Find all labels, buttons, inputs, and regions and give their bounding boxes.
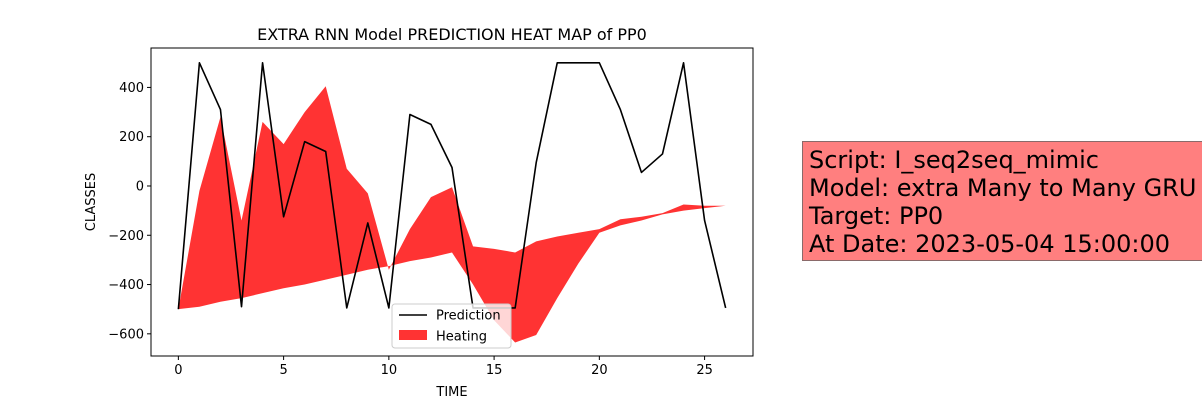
y-tick-label: 200 [119, 130, 144, 145]
heating-area [178, 86, 726, 343]
legend-heating-swatch [399, 330, 427, 340]
x-tick-label: 25 [696, 363, 713, 378]
info-target: Target: PP0 [809, 202, 944, 230]
chart-title: EXTRA RNN Model PREDICTION HEAT MAP of P… [257, 25, 647, 44]
info-script: Script: I_seq2seq_mimic [809, 146, 1099, 174]
chart: 0 5 10 15 20 25 −600 −400 −200 0 200 400 EXTRA RNN M… [84, 25, 754, 400]
legend-prediction-label: Prediction [436, 309, 501, 324]
y-tick-label: −400 [108, 278, 144, 293]
y-tick-label: −200 [108, 229, 144, 244]
y-tick-label: −600 [108, 327, 144, 342]
info-model: Model: extra Many to Many GRU [809, 174, 1197, 202]
x-tick-label: 5 [279, 363, 287, 378]
info-date: At Date: 2023-05-04 15:00:00 [809, 230, 1171, 258]
legend-heating-label: Heating [436, 330, 487, 345]
x-axis-label: TIME [435, 385, 467, 400]
y-axis-label: CLASSES [84, 173, 99, 231]
y-tick-label: 400 [119, 81, 144, 96]
info-box: Script: I_seq2seq_mimic Model: extra Man… [802, 141, 1202, 261]
plot-frame [150, 47, 754, 357]
x-tick-label: 15 [486, 363, 503, 378]
x-tick-label: 0 [174, 363, 182, 378]
x-tick-label: 20 [591, 363, 608, 378]
y-tick-label: 0 [136, 179, 144, 194]
x-tick-label: 10 [381, 363, 398, 378]
prediction-line [177, 61, 727, 310]
